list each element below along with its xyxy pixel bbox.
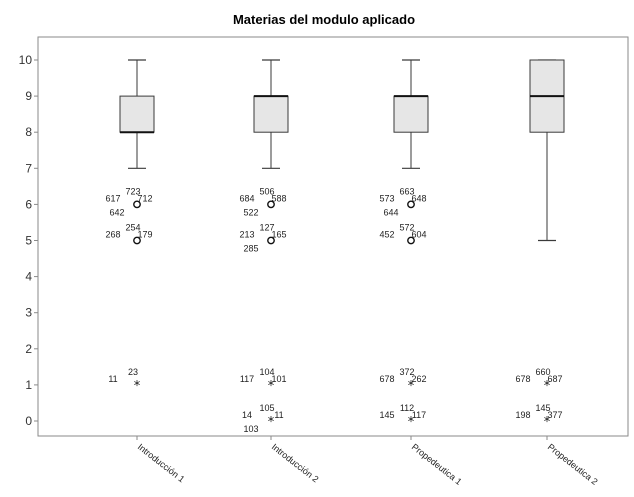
outlier-id-label: 452 bbox=[379, 230, 394, 240]
outlier-2-0: * 112 145 117 bbox=[379, 403, 426, 430]
outlier-star: * bbox=[544, 379, 551, 394]
outlier-id-label: 663 bbox=[399, 186, 414, 196]
box-1 bbox=[253, 59, 289, 169]
outlier-id-label: 179 bbox=[137, 230, 152, 240]
x-category-label-0: Introducción 1 bbox=[136, 442, 187, 485]
outlier-id-label: 145 bbox=[379, 410, 394, 420]
outlier-id-label: 262 bbox=[411, 374, 426, 384]
y-tick-label-6: 6 bbox=[25, 197, 32, 211]
outlier-id-label: 127 bbox=[259, 223, 274, 233]
outlier-circle bbox=[407, 236, 415, 245]
y-tick-label-0: 0 bbox=[25, 414, 32, 428]
outlier-circle bbox=[267, 236, 275, 245]
outlier-id-label: 573 bbox=[379, 193, 394, 203]
outlier-id-label: 723 bbox=[125, 186, 140, 196]
outlier-star: * bbox=[268, 379, 275, 394]
outlier-id-label: 377 bbox=[547, 410, 562, 420]
outlier-id-label: 213 bbox=[239, 230, 254, 240]
outlier-star: * bbox=[134, 379, 141, 394]
outlier-id-label: 588 bbox=[271, 193, 286, 203]
outlier-id-label: 684 bbox=[239, 193, 254, 203]
y-axis: 0 1 2 3 4 5 6 7 8 9 10 bbox=[19, 53, 38, 428]
y-tick-label-2: 2 bbox=[25, 342, 32, 356]
outlier-2-6: 663 573 648 644 bbox=[379, 186, 426, 217]
y-tick-label-4: 4 bbox=[25, 270, 32, 284]
outlier-id-label: 522 bbox=[243, 207, 258, 217]
outlier-id-label: 617 bbox=[105, 193, 120, 203]
outlier-id-label: 117 bbox=[240, 374, 254, 384]
outlier-star: * bbox=[408, 415, 415, 430]
box-body-2 bbox=[393, 95, 429, 133]
outlier-id-label: 660 bbox=[535, 367, 550, 377]
plot-frame bbox=[37, 36, 629, 437]
outlier-1-0: * 105 14 11 103 bbox=[242, 403, 284, 434]
outlier-2-5: 572 452 604 bbox=[379, 223, 427, 245]
outlier-circle bbox=[133, 200, 141, 209]
outlier-id-label: 112 bbox=[400, 403, 414, 413]
outlier-id-label: 105 bbox=[259, 403, 274, 413]
outlier-id-label: 165 bbox=[271, 230, 286, 240]
outlier-3-0: * 145 198 377 bbox=[515, 403, 562, 430]
y-tick-label-5: 5 bbox=[25, 234, 32, 248]
outlier-1-6: 506 684 588 522 bbox=[239, 186, 286, 217]
outlier-id-label: 678 bbox=[515, 374, 530, 384]
outlier-circle bbox=[133, 236, 141, 245]
outlier-id-label: 285 bbox=[243, 244, 258, 254]
outlier-id-label: 268 bbox=[105, 230, 120, 240]
outlier-circle bbox=[407, 200, 415, 209]
outlier-id-label: 712 bbox=[137, 193, 152, 203]
outlier-1-1: * 104 117 101 bbox=[240, 367, 287, 394]
outlier-0-1: * 23 11 bbox=[108, 367, 140, 394]
outlier-circle bbox=[267, 200, 275, 209]
x-axis: Introducción 1 Introducción 2 Propedeutica… bbox=[136, 436, 600, 487]
outlier-star: * bbox=[408, 379, 415, 394]
box-2 bbox=[393, 59, 429, 169]
x-category-label-2: Propedeutica 1 bbox=[410, 442, 464, 487]
outlier-id-label: 687 bbox=[547, 374, 562, 384]
outlier-0-5: 254 268 179 bbox=[105, 223, 153, 245]
outlier-id-label: 254 bbox=[125, 223, 140, 233]
outlier-id-label: 11 bbox=[274, 410, 283, 420]
plot-border bbox=[37, 36, 629, 437]
outlier-3-1: * 660 678 687 bbox=[515, 367, 562, 394]
y-tick-label-9: 9 bbox=[25, 89, 32, 103]
x-category-label-3: Propedeutica 2 bbox=[546, 442, 600, 487]
outlier-star: * bbox=[544, 415, 551, 430]
outlier-id-label: 644 bbox=[383, 207, 398, 217]
outlier-id-label: 14 bbox=[242, 410, 252, 420]
outlier-id-label: 23 bbox=[128, 367, 138, 377]
y-tick-label-3: 3 bbox=[25, 306, 32, 320]
outlier-0-6: 723 617 712 642 bbox=[105, 186, 152, 217]
x-category-label-1: Introducción 2 bbox=[270, 442, 321, 485]
box-body-0 bbox=[119, 95, 155, 133]
outlier-id-label: 678 bbox=[379, 374, 394, 384]
box-3 bbox=[529, 59, 565, 242]
outlier-id-label: 572 bbox=[399, 223, 414, 233]
outlier-id-label: 198 bbox=[515, 410, 530, 420]
outlier-id-label: 506 bbox=[259, 186, 274, 196]
outlier-id-label: 104 bbox=[259, 367, 274, 377]
box-0 bbox=[119, 59, 155, 169]
y-tick-label-1: 1 bbox=[25, 378, 32, 392]
outlier-id-label: 372 bbox=[399, 367, 414, 377]
y-tick-label-7: 7 bbox=[25, 161, 32, 175]
outlier-id-label: 648 bbox=[411, 193, 426, 203]
outlier-2-1: * 372 678 262 bbox=[379, 367, 426, 394]
outlier-star: * bbox=[268, 415, 275, 430]
outlier-1-5: 127 213 165 285 bbox=[239, 223, 286, 254]
y-tick-label-10: 10 bbox=[19, 53, 33, 67]
outlier-id-label: 103 bbox=[243, 424, 258, 434]
outlier-id-label: 117 bbox=[412, 410, 426, 420]
outlier-id-label: 11 bbox=[108, 374, 117, 384]
chart-title: Materias del modulo aplicado bbox=[233, 12, 415, 27]
outlier-id-label: 604 bbox=[411, 230, 426, 240]
outlier-id-label: 145 bbox=[535, 403, 550, 413]
outlier-id-label: 101 bbox=[271, 374, 286, 384]
outlier-id-label: 642 bbox=[109, 207, 124, 217]
box-body-1 bbox=[253, 95, 289, 133]
boxes-group bbox=[119, 59, 565, 242]
y-tick-label-8: 8 bbox=[25, 125, 32, 139]
